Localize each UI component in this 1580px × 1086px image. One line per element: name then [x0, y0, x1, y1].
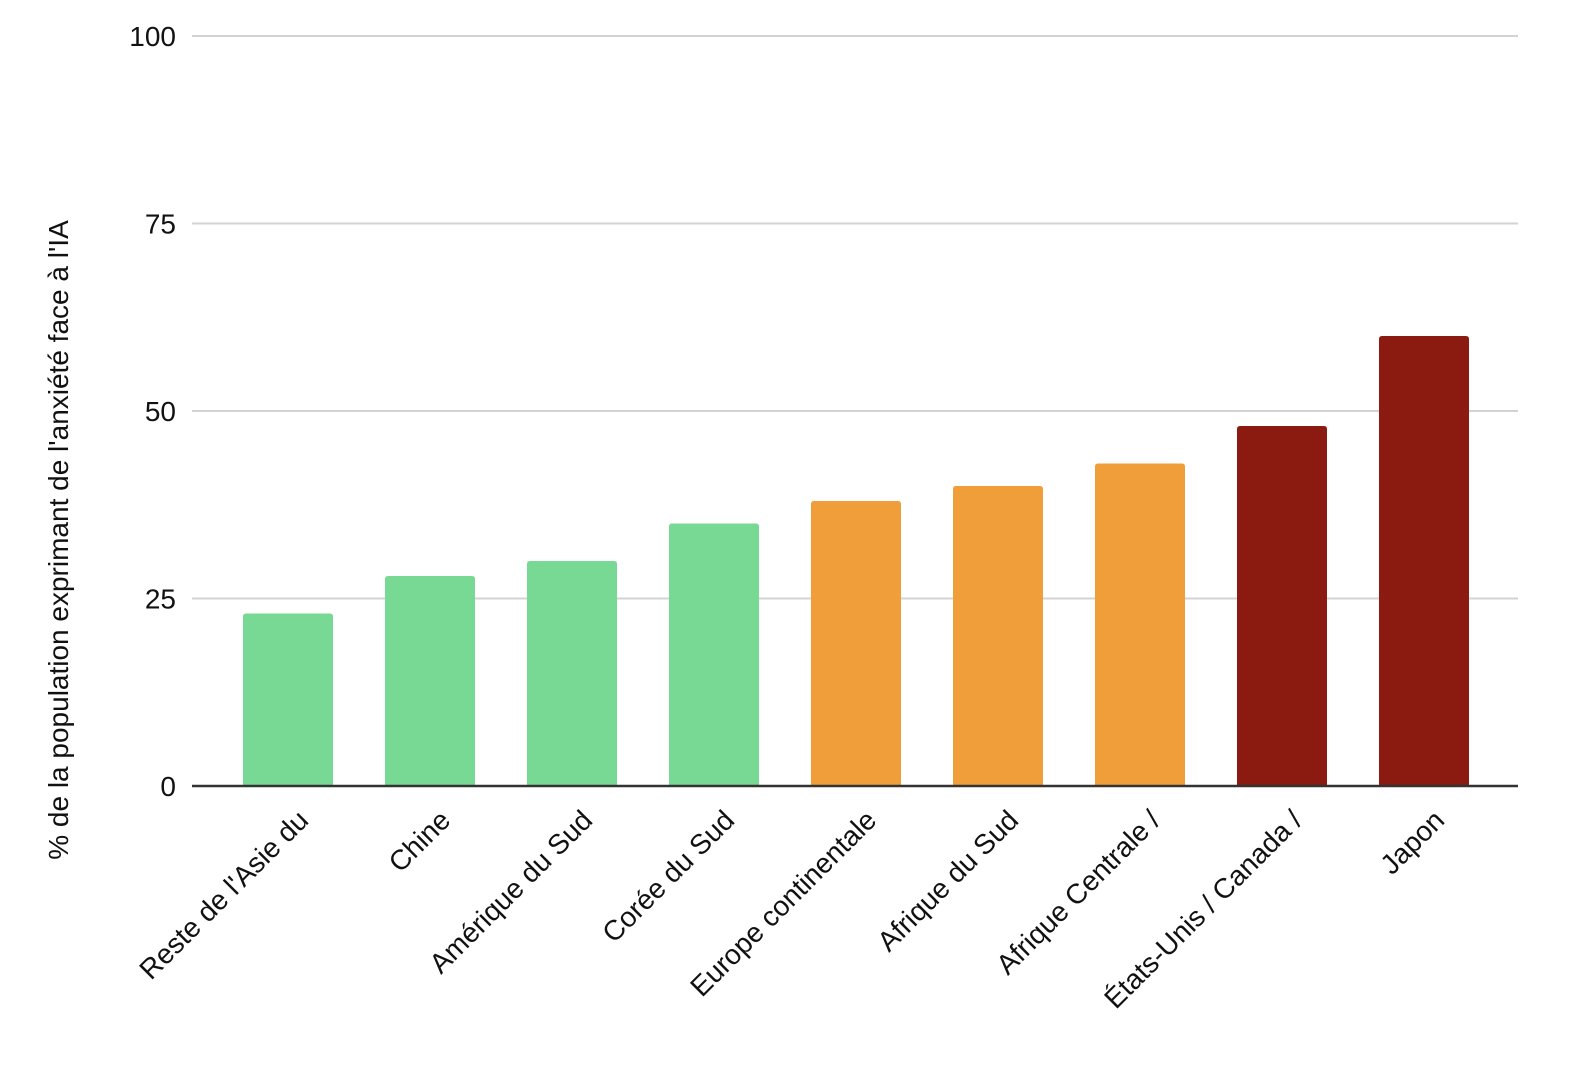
- y-tick-label: 100: [129, 21, 176, 52]
- bar-3[interactable]: [527, 561, 617, 786]
- category-label: Chine: [383, 804, 457, 878]
- bar-8[interactable]: [1237, 426, 1327, 786]
- y-tick-label: 75: [145, 209, 176, 240]
- category-label: Japon: [1374, 804, 1450, 880]
- bar-5[interactable]: [811, 501, 901, 786]
- y-tick-label: 50: [145, 396, 176, 427]
- y-tick-label: 0: [160, 771, 176, 802]
- bar-7[interactable]: [1095, 463, 1185, 787]
- category-label: Reste de l'Asie du: [133, 804, 314, 985]
- bar-layer: [243, 336, 1469, 786]
- y-tick-labels: 0 25 50 75 100: [129, 21, 176, 802]
- bar-4[interactable]: [669, 523, 759, 787]
- y-tick-label: 25: [145, 584, 176, 615]
- bar-9[interactable]: [1379, 336, 1469, 786]
- category-label: Corée du Sud: [596, 804, 740, 948]
- bar-1[interactable]: [243, 613, 333, 787]
- category-label: Afrique du Sud: [871, 804, 1024, 957]
- bar-6[interactable]: [953, 486, 1043, 786]
- y-axis-title: % de la population exprimant de l'anxiét…: [43, 220, 74, 860]
- bar-2[interactable]: [385, 576, 475, 786]
